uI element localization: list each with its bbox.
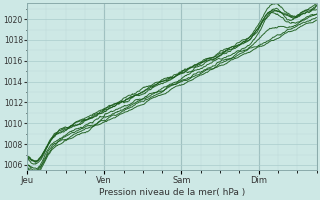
X-axis label: Pression niveau de la mer( hPa ): Pression niveau de la mer( hPa ) xyxy=(99,188,245,197)
